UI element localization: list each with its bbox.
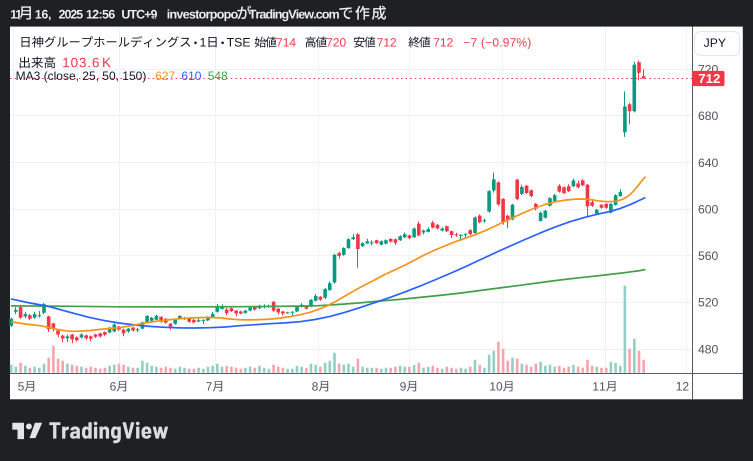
svg-text:JPY: JPY [704, 36, 726, 50]
svg-text:MA3 (close, 25, 50, 150): MA3 (close, 25, 50, 150) [16, 69, 147, 83]
svg-text:600: 600 [698, 203, 719, 217]
svg-text:560: 560 [698, 249, 719, 263]
svg-text:548: 548 [208, 69, 228, 83]
svg-text:480: 480 [698, 342, 719, 356]
svg-text:627: 627 [155, 69, 175, 83]
svg-text:520: 520 [698, 296, 719, 310]
svg-text:610: 610 [181, 69, 201, 83]
svg-text:640: 640 [698, 156, 719, 170]
svg-text:680: 680 [698, 109, 719, 123]
svg-text:712: 712 [698, 71, 720, 86]
svg-text:12: 12 [676, 380, 690, 394]
